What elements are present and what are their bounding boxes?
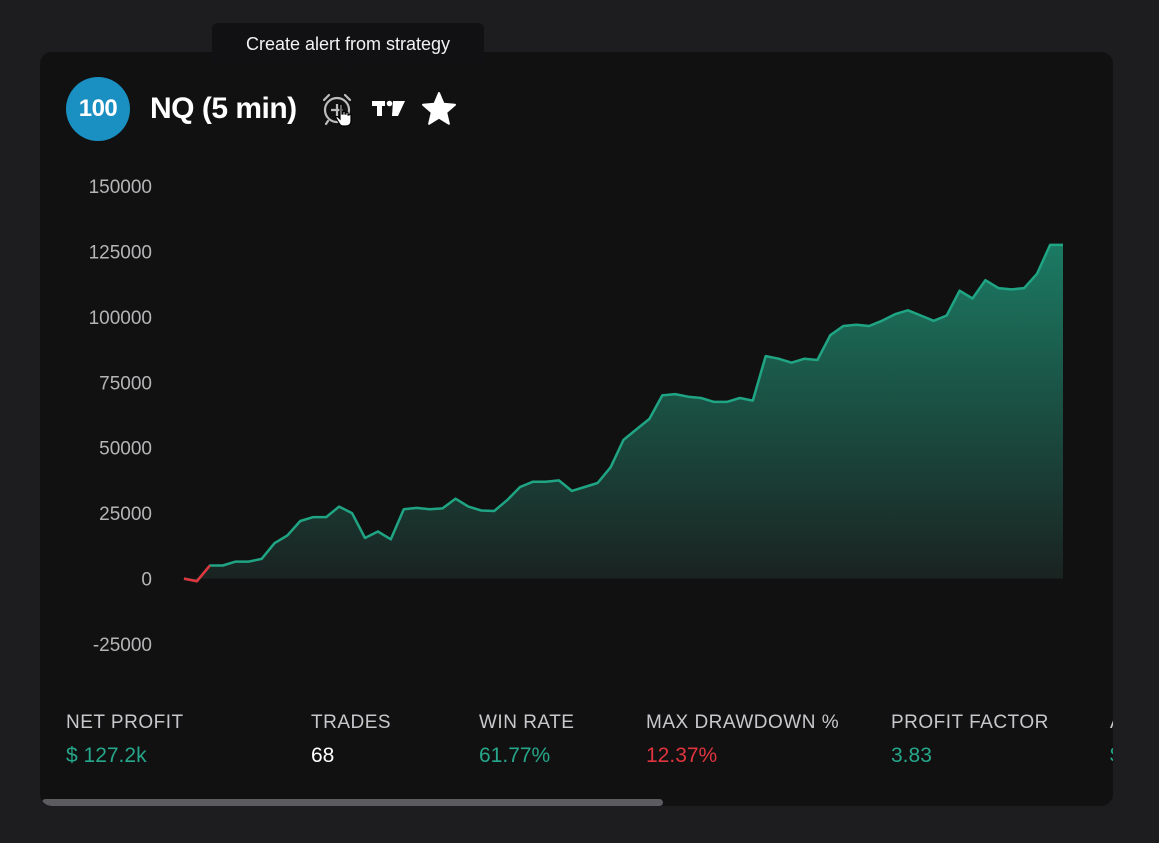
rank-badge: 100	[66, 77, 130, 141]
equity-line	[183, 243, 1063, 583]
stat-label: NET PROFIT	[66, 712, 184, 733]
tradingview-button[interactable]	[369, 89, 409, 129]
stat-max-drawdown: MAX DRAWDOWN % 12.37%	[646, 712, 839, 768]
scrollbar-thumb[interactable]	[42, 799, 663, 806]
stat-label: TRADES	[311, 712, 392, 733]
y-tick-label: 75000	[99, 373, 152, 394]
stat-value: 68	[311, 744, 335, 767]
hand-pointer-cursor-icon	[334, 103, 352, 127]
stat-label: WIN RATE	[479, 712, 575, 733]
stat-trades: TRADES 68	[311, 712, 391, 768]
rank-value: 100	[78, 95, 118, 122]
y-tick-label: 125000	[89, 242, 152, 263]
y-tick-label: 100000	[89, 308, 152, 329]
equity-chart: 150000 125000 100000 75000 50000 25000 0 -25000	[40, 162, 1113, 722]
y-tick-label: 25000	[99, 504, 152, 525]
horizontal-scrollbar[interactable]	[40, 796, 1113, 806]
stat-truncated: A $	[1110, 712, 1113, 768]
stat-win-rate: WIN RATE 61.77%	[479, 712, 574, 768]
stat-value: 12.37%	[646, 744, 718, 767]
star-icon	[421, 92, 456, 125]
stat-value: 61.77%	[479, 744, 551, 767]
tooltip-text: Create alert from strategy	[245, 34, 451, 54]
stat-net-profit: NET PROFIT $ 127.2k	[66, 712, 184, 768]
create-alert-button[interactable]	[317, 89, 357, 129]
stat-profit-factor: PROFIT FACTOR 3.83	[891, 712, 1049, 768]
favorite-button[interactable]	[419, 89, 459, 129]
y-tick-label: 150000	[89, 177, 152, 198]
y-tick-label: 50000	[99, 439, 152, 460]
stat-value: 3.83	[891, 744, 932, 767]
stat-value: $	[1110, 744, 1113, 768]
equity-negative-segment	[183, 564, 211, 583]
y-tick-label: -25000	[93, 635, 152, 656]
tradingview-logo-icon	[371, 100, 405, 116]
y-tick-label: 0	[141, 570, 152, 591]
strategy-card: 100 NQ (5 min)	[40, 52, 1113, 806]
stat-value: $ 127.2k	[66, 744, 147, 767]
equity-chart-svg: 150000 125000 100000 75000 50000 25000 0 -25000	[89, 177, 1063, 656]
tooltip-arrow	[340, 65, 354, 73]
stat-label: PROFIT FACTOR	[891, 712, 1049, 733]
strategy-title: NQ (5 min)	[150, 92, 297, 125]
stat-label: A	[1110, 712, 1113, 734]
stat-label: MAX DRAWDOWN %	[646, 712, 840, 733]
stats-row: NET PROFIT $ 127.2k TRADES 68 WIN RATE 6…	[66, 712, 1113, 782]
tooltip: Create alert from strategy	[212, 23, 484, 66]
equity-area	[184, 244, 1063, 582]
card-header: 100 NQ (5 min)	[66, 77, 459, 141]
